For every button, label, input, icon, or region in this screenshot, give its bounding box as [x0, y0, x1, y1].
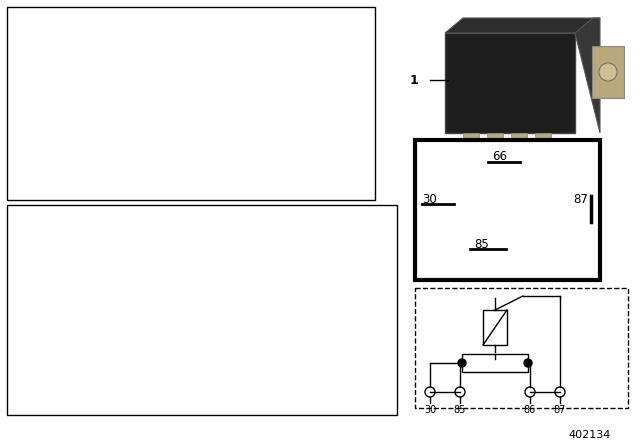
Bar: [462, 354, 528, 372]
Bar: [415, 140, 600, 280]
Bar: [535, 133, 551, 153]
Bar: [7, 205, 397, 415]
Text: 85: 85: [475, 238, 490, 251]
Bar: [592, 46, 624, 98]
Circle shape: [455, 387, 465, 397]
Polygon shape: [445, 18, 600, 33]
Circle shape: [525, 387, 535, 397]
Circle shape: [425, 387, 435, 397]
Text: 86: 86: [524, 405, 536, 415]
Text: 1: 1: [409, 73, 418, 86]
Bar: [7, 7, 375, 200]
Text: 85: 85: [454, 405, 466, 415]
Text: 87: 87: [573, 193, 588, 206]
Bar: [487, 133, 503, 153]
Text: 87: 87: [554, 405, 566, 415]
Circle shape: [555, 387, 565, 397]
Bar: [445, 33, 575, 133]
Text: 66: 66: [493, 150, 508, 163]
Polygon shape: [575, 18, 600, 133]
Bar: [511, 133, 527, 153]
Text: 30: 30: [422, 193, 436, 206]
Circle shape: [458, 359, 466, 367]
Bar: [483, 310, 507, 345]
Text: 30: 30: [424, 405, 436, 415]
Circle shape: [524, 359, 532, 367]
Circle shape: [599, 63, 617, 81]
Bar: [463, 133, 479, 153]
Text: 402134: 402134: [569, 430, 611, 440]
Bar: [415, 288, 628, 408]
